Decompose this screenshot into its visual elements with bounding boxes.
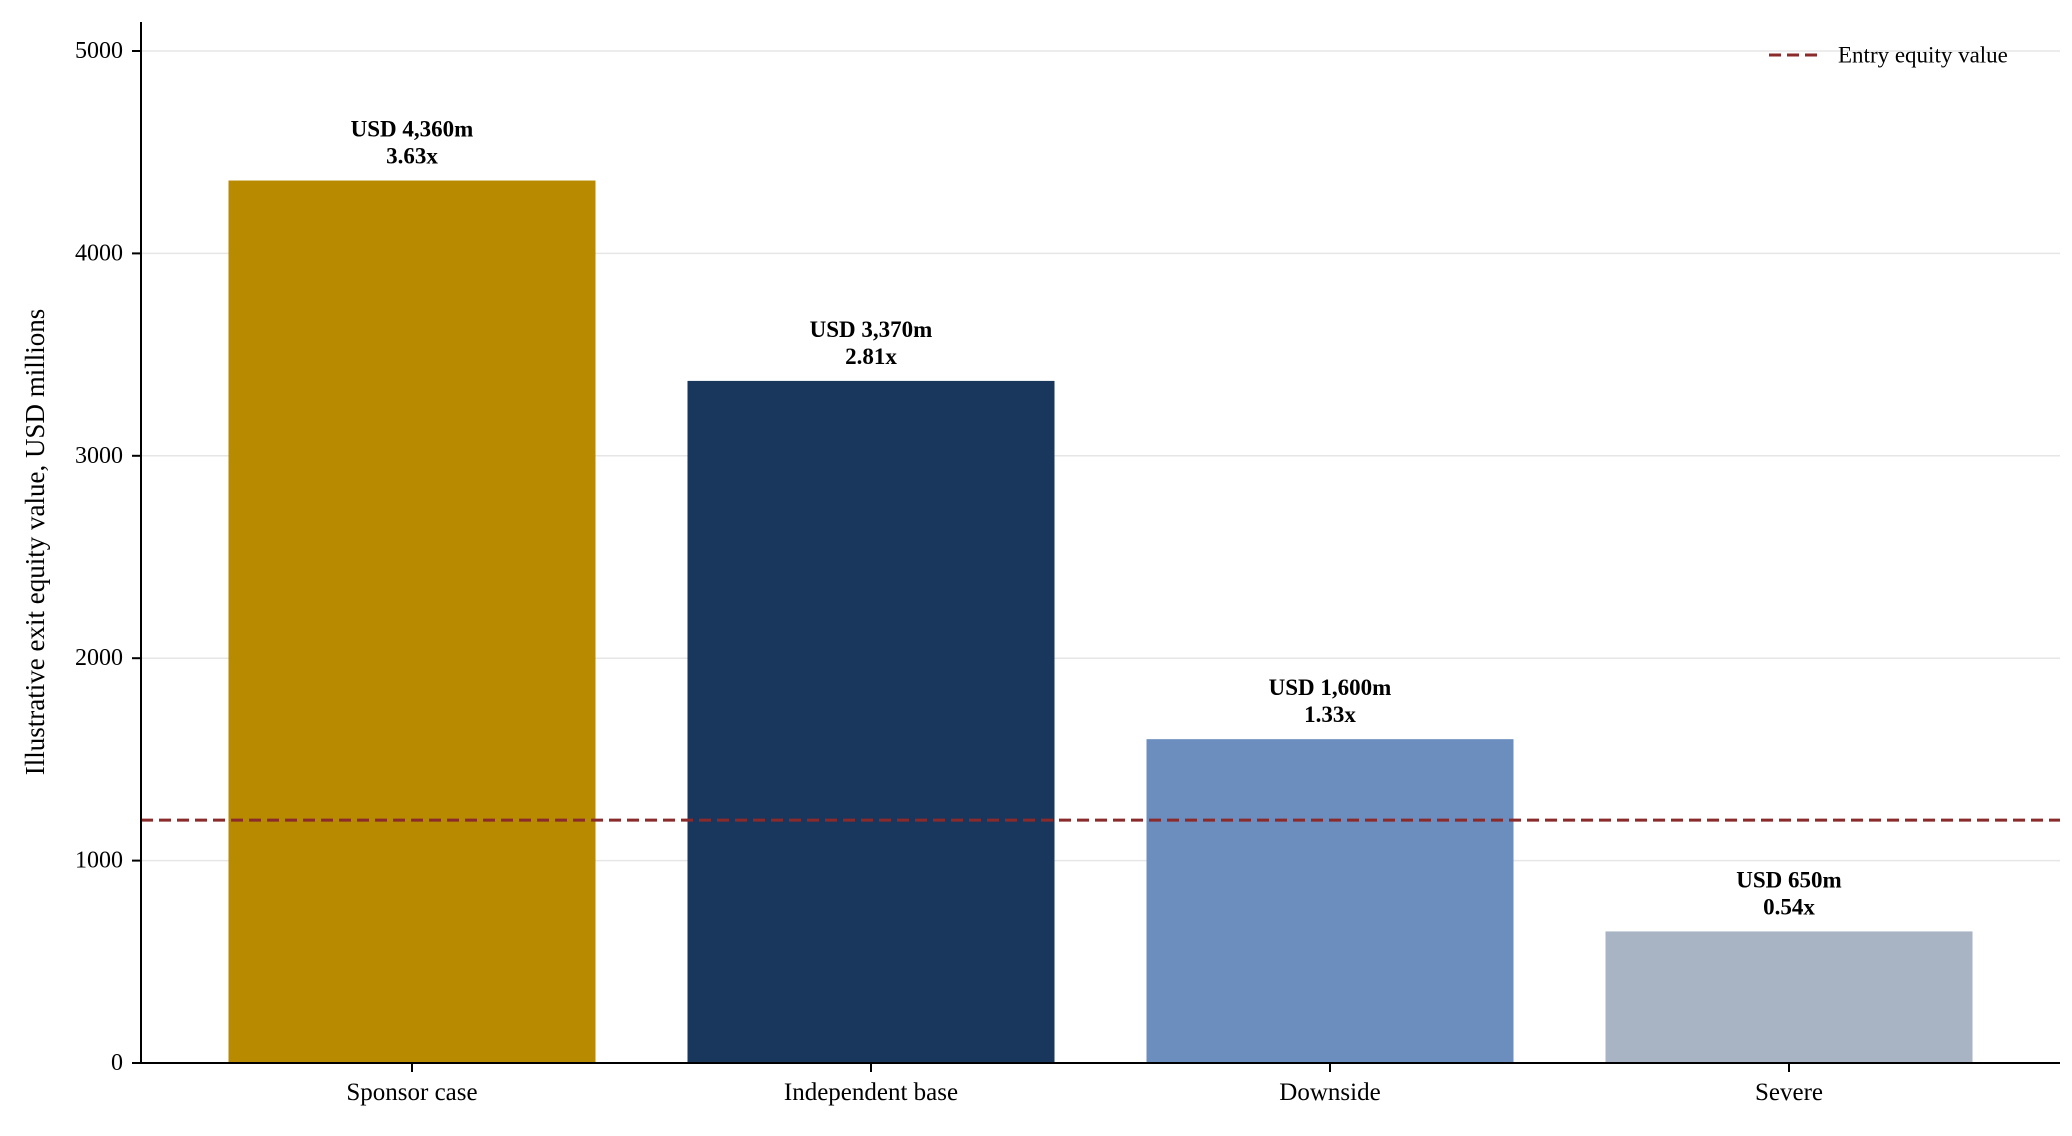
multiple-label-1: 2.81x [845,344,897,369]
bar-independent-base [687,380,1055,1063]
y-tick-label-3: 3000 [75,443,123,469]
legend-label-entry-equity: Entry equity value [1838,43,2008,68]
axes [140,22,2060,1064]
bar-severe [1605,931,1973,1063]
bar-sponsor-case [228,180,596,1063]
x-tick-label-2: Downside [1279,1079,1380,1106]
x-tick-label-1: Independent base [784,1079,958,1106]
value-label-3: USD 650m [1736,867,1841,892]
value-label-2: USD 1,600m [1269,675,1392,700]
multiple-label-3: 0.54x [1763,894,1815,919]
multiple-label-2: 1.33x [1304,702,1356,727]
y-tick-label-1: 1000 [75,848,123,874]
y-axis-title: Illustrative exit equity value, USD mill… [20,309,50,775]
value-label-0: USD 4,360m [351,117,474,142]
y-axis-ticks: 0 1000 2000 3000 4000 5000 [75,38,141,1076]
y-tick-label-0: 0 [111,1050,123,1076]
bar-downside [1146,739,1514,1063]
multiple-label-0: 3.63x [386,144,438,169]
y-tick-label-5: 5000 [75,38,123,64]
legend: Entry equity value [1769,43,2008,68]
value-label-1: USD 3,370m [810,317,933,342]
bars [228,180,1973,1063]
x-axis-ticks: Sponsor case Independent base Downside Seve… [346,1063,1823,1106]
x-tick-label-3: Severe [1755,1079,1823,1106]
x-tick-label-0: Sponsor case [346,1079,477,1106]
y-tick-label-2: 2000 [75,645,123,671]
y-tick-label-4: 4000 [75,240,123,266]
